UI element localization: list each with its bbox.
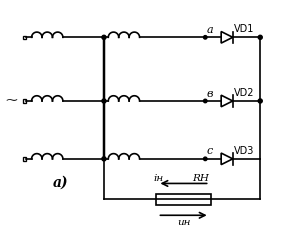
Text: c: c <box>207 146 213 156</box>
Text: в: в <box>207 88 213 98</box>
Text: a: a <box>207 25 213 35</box>
Circle shape <box>102 99 106 104</box>
Bar <box>23 157 26 161</box>
Circle shape <box>258 99 262 104</box>
Text: VD1: VD1 <box>234 24 254 34</box>
Bar <box>23 100 26 103</box>
Circle shape <box>203 100 207 103</box>
Circle shape <box>102 157 106 161</box>
Text: ~: ~ <box>5 90 18 107</box>
Text: VD2: VD2 <box>234 87 255 97</box>
Text: RН: RН <box>192 173 209 182</box>
Circle shape <box>203 157 207 161</box>
Circle shape <box>258 36 262 40</box>
Text: VD3: VD3 <box>234 145 254 155</box>
Bar <box>156 194 211 205</box>
Circle shape <box>203 36 207 40</box>
Text: iн: iн <box>153 173 164 182</box>
Circle shape <box>102 36 106 40</box>
Bar <box>23 36 26 40</box>
Text: uн: uн <box>177 217 190 226</box>
Text: a): a) <box>53 175 68 189</box>
